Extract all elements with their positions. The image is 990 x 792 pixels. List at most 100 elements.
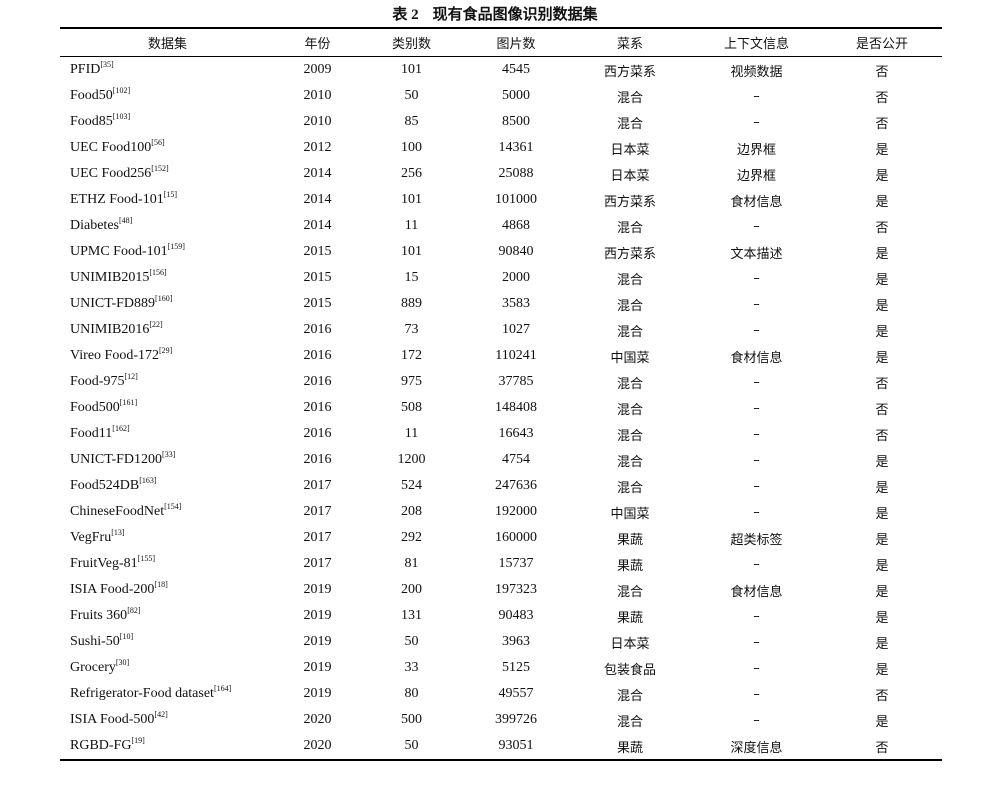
cell-dataset: Food-975[12] xyxy=(60,369,275,395)
cell-images: 15737 xyxy=(498,556,534,571)
cell-year: 2014 xyxy=(303,192,332,207)
table-title: 现有食品图像识别数据集 xyxy=(432,5,598,23)
cell-context: 边界框 xyxy=(736,142,776,158)
cell-images: 192000 xyxy=(495,504,537,519)
cell-context: 深度信息 xyxy=(730,740,783,756)
cell-cuisine: 混合 xyxy=(616,454,643,470)
cell-context: – xyxy=(753,504,760,520)
citation-ref: [19] xyxy=(131,736,145,745)
citation-ref: [154] xyxy=(164,502,182,511)
cell-year: 2010 xyxy=(303,114,332,129)
cell-context: 食材信息 xyxy=(730,350,783,366)
cell-dataset: Fruits 360[82] xyxy=(60,603,275,629)
dataset-name: UEC Food256 xyxy=(70,166,152,181)
cell-dataset: Refrigerator-Food dataset[164] xyxy=(60,681,275,707)
cell-public: 否 xyxy=(875,90,889,106)
table-row: PFID[35] 2009 101 4545 西方菜系 视频数据 否 xyxy=(60,57,942,84)
cell-year: 2014 xyxy=(303,218,332,233)
cell-cuisine: 日本菜 xyxy=(610,142,650,158)
cell-year: 2016 xyxy=(303,452,332,467)
cell-public: 否 xyxy=(875,688,889,704)
dataset-name: Fruits 360 xyxy=(70,608,128,623)
header-public: 是否公开 xyxy=(855,37,908,52)
table-caption: 表 2 现有食品图像识别数据集 xyxy=(0,3,990,24)
citation-ref: [10] xyxy=(119,632,134,641)
table-row: Sushi-50[10] 2019 50 3963 日本菜 – 是 xyxy=(60,629,942,655)
dataset-name: Food524DB xyxy=(70,478,140,493)
cell-year: 2014 xyxy=(303,166,332,181)
dataset-name: ChineseFoodNet xyxy=(70,504,165,519)
citation-ref: [35] xyxy=(100,60,114,69)
cell-images: 37785 xyxy=(498,374,534,389)
cell-public: 是 xyxy=(875,558,889,574)
cell-public: 否 xyxy=(875,220,889,236)
cell-context: 食材信息 xyxy=(730,584,783,600)
cell-images: 110241 xyxy=(495,348,537,363)
cell-year: 2016 xyxy=(303,322,332,337)
cell-dataset: UEC Food100[56] xyxy=(60,135,275,161)
dataset-name: UNICT-FD1200 xyxy=(70,452,163,467)
cell-classes: 524 xyxy=(401,478,422,493)
cell-public: 是 xyxy=(875,194,889,210)
table-row: UPMC Food-101[159] 2015 101 90840 西方菜系 文本描述 是 xyxy=(60,239,942,265)
table-row: Diabetes[48] 2014 11 4868 混合 – 否 xyxy=(60,213,942,239)
cell-cuisine: 混合 xyxy=(616,116,643,132)
cell-cuisine: 混合 xyxy=(616,272,643,288)
cell-year: 2017 xyxy=(303,530,332,545)
table-row: Food-975[12] 2016 975 37785 混合 – 否 xyxy=(60,369,942,395)
dataset-name: ETHZ Food-101 xyxy=(70,192,164,207)
cell-context: – xyxy=(753,556,760,572)
table-row: Food50[102] 2010 50 5000 混合 – 否 xyxy=(60,83,942,109)
cell-classes: 208 xyxy=(401,504,422,519)
cell-year: 2017 xyxy=(303,556,332,571)
cell-classes: 256 xyxy=(401,166,422,181)
dataset-name: UNIMIB2015 xyxy=(70,270,150,285)
cell-classes: 101 xyxy=(401,62,422,77)
citation-ref: [48] xyxy=(118,216,133,225)
cell-year: 2016 xyxy=(303,374,332,389)
cell-images: 3963 xyxy=(502,634,530,649)
cell-dataset: UPMC Food-101[159] xyxy=(60,239,275,265)
cell-images: 3583 xyxy=(502,296,530,311)
citation-ref: [155] xyxy=(137,554,155,563)
cell-context: 视频数据 xyxy=(730,64,783,80)
cell-images: 160000 xyxy=(495,530,537,545)
cell-context: – xyxy=(753,114,760,130)
cell-images: 16643 xyxy=(498,426,534,441)
cell-cuisine: 混合 xyxy=(616,220,643,236)
cell-classes: 172 xyxy=(401,348,422,363)
cell-dataset: Diabetes[48] xyxy=(60,213,275,239)
cell-context: 超类标签 xyxy=(730,532,783,548)
cell-classes: 15 xyxy=(404,270,419,285)
cell-images: 4545 xyxy=(502,62,530,77)
citation-ref: [22] xyxy=(149,320,163,329)
cell-year: 2009 xyxy=(303,62,332,77)
cell-dataset: Sushi-50[10] xyxy=(60,629,275,655)
cell-context: – xyxy=(753,374,760,390)
cell-cuisine: 中国菜 xyxy=(610,506,650,522)
cell-classes: 131 xyxy=(401,608,422,623)
cell-images: 49557 xyxy=(498,686,534,701)
cell-year: 2017 xyxy=(303,504,332,519)
cell-images: 93051 xyxy=(498,738,534,753)
cell-context: – xyxy=(753,218,760,234)
cell-classes: 11 xyxy=(404,426,419,441)
cell-public: 是 xyxy=(875,584,889,600)
cell-year: 2015 xyxy=(303,296,332,311)
cell-classes: 1200 xyxy=(397,452,426,467)
cell-cuisine: 西方菜系 xyxy=(603,194,656,210)
cell-context: – xyxy=(753,270,760,286)
citation-ref: [56] xyxy=(151,138,165,147)
cell-year: 2019 xyxy=(303,608,332,623)
cell-context: – xyxy=(753,426,760,442)
dataset-name: UNICT-FD889 xyxy=(70,296,156,311)
dataset-name: FruitVeg-81 xyxy=(70,556,138,571)
dataset-name: PFID xyxy=(70,62,101,77)
cell-context: – xyxy=(753,686,760,702)
cell-cuisine: 混合 xyxy=(616,688,643,704)
cell-public: 是 xyxy=(875,610,889,626)
dataset-name: Food500 xyxy=(70,400,120,415)
table-row: Food85[103] 2010 85 8500 混合 – 否 xyxy=(60,109,942,135)
dataset-name: Refrigerator-Food dataset xyxy=(70,686,214,701)
table-row: Grocery[30] 2019 33 5125 包装食品 – 是 xyxy=(60,655,942,681)
